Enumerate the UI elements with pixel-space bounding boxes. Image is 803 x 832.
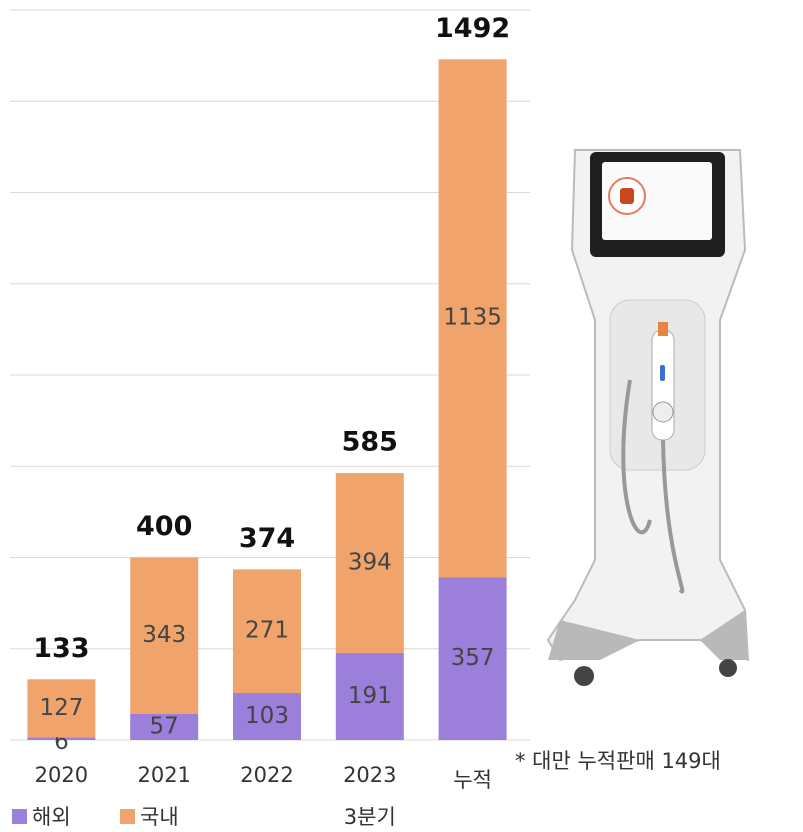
total-label: 400 [136, 511, 192, 542]
bar-segment [130, 713, 199, 740]
data-label: 1135 [443, 305, 502, 331]
x-tick-label: 2023 [343, 763, 396, 787]
total-label: 585 [342, 427, 398, 458]
bar-segment [335, 652, 404, 740]
x-tick-label: 2020 [35, 763, 88, 787]
product-image [546, 149, 750, 686]
bar-segment [233, 569, 301, 694]
x-tick-label: 2022 [240, 763, 293, 787]
bar-segment [438, 59, 507, 578]
data-label: 191 [348, 683, 392, 709]
bar-segment [27, 737, 96, 740]
annotation: * 대만 누적판매 149대 [515, 749, 721, 773]
data-label: 103 [245, 703, 289, 729]
bar-segment [335, 473, 404, 653]
data-label: 127 [39, 695, 83, 721]
legend-label: 해외 [32, 805, 71, 829]
bar-segment [438, 577, 507, 740]
x-tick-label: 누적 [453, 768, 492, 792]
x-tick-label: 2021 [137, 763, 190, 787]
legend-label: 국내 [140, 805, 179, 829]
data-label: 271 [245, 618, 289, 644]
data-label: 343 [142, 622, 186, 648]
bar-segment [233, 693, 301, 740]
bar-segment [130, 557, 199, 714]
category-note: 3분기 [344, 805, 396, 829]
data-label: 357 [451, 645, 495, 671]
total-label: 133 [33, 633, 89, 664]
legend-swatch [120, 809, 135, 824]
total-label: 374 [239, 523, 295, 554]
legend-swatch [12, 809, 27, 824]
data-label: 394 [348, 549, 392, 575]
total-label: 1492 [435, 13, 510, 44]
data-label: 57 [150, 713, 179, 739]
bar-segment [27, 679, 96, 738]
